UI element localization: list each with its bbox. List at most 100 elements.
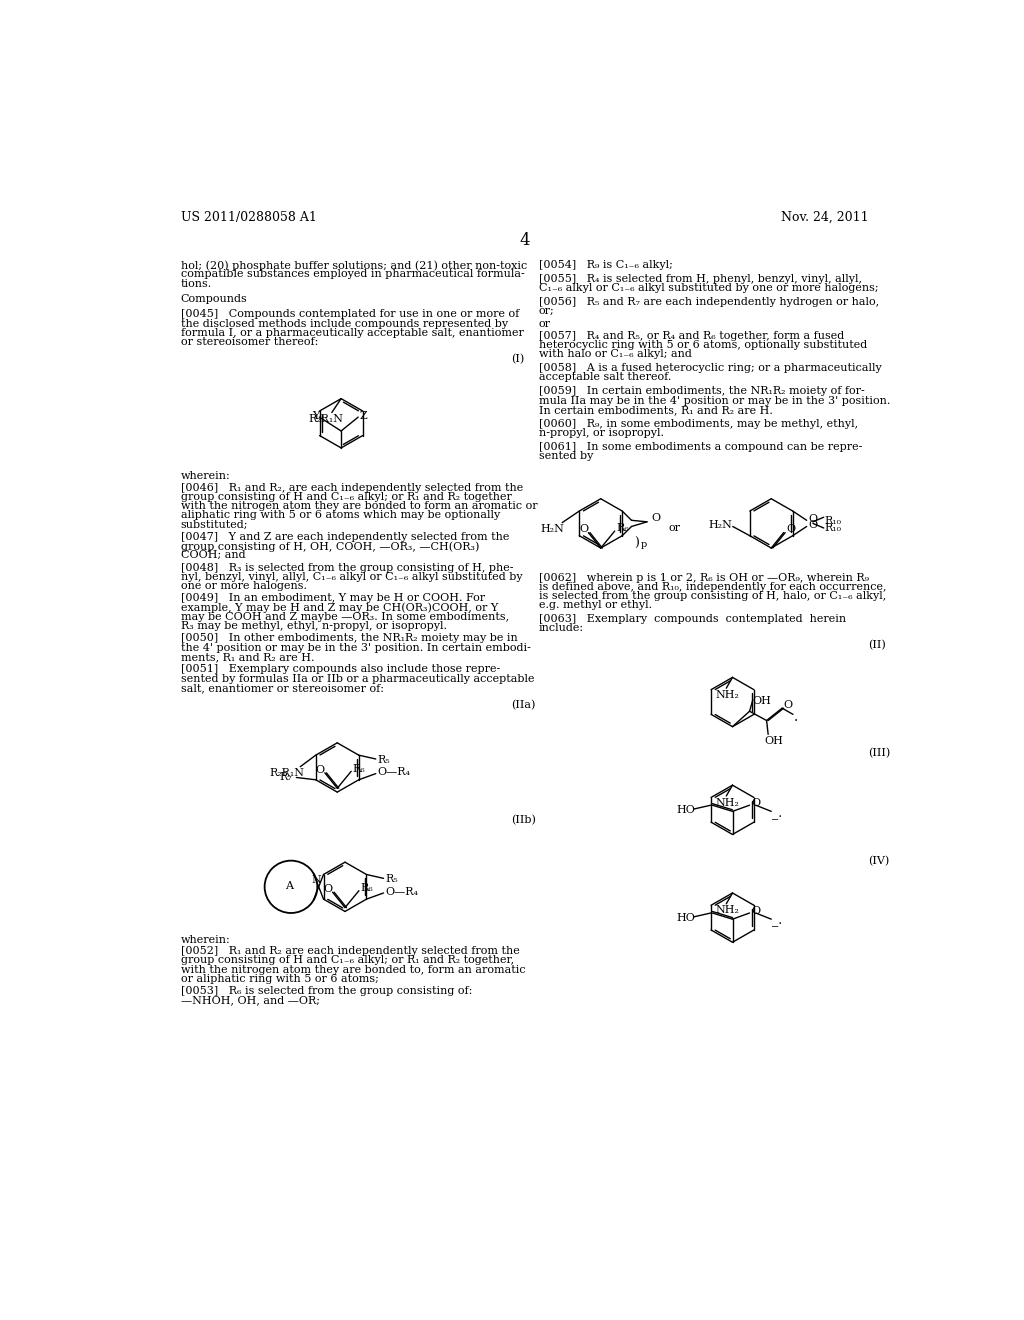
Text: —NHOH, OH, and —OR;: —NHOH, OH, and —OR;	[180, 995, 319, 1006]
Text: NH₂: NH₂	[716, 797, 739, 808]
Text: or stereoisomer thereof:: or stereoisomer thereof:	[180, 337, 318, 347]
Text: is defined above, and R₁₀, independently for each occurrence,: is defined above, and R₁₀, independently…	[539, 582, 886, 591]
Text: [0063]   Exemplary  compounds  contemplated  herein: [0063] Exemplary compounds contemplated …	[539, 614, 846, 624]
Text: O: O	[324, 884, 333, 894]
Text: R₅: R₅	[377, 755, 390, 766]
Text: [0046]   R₁ and R₂, are each independently selected from the: [0046] R₁ and R₂, are each independently…	[180, 483, 523, 492]
Text: _.: _.	[772, 915, 782, 928]
Text: _.: _.	[772, 807, 782, 820]
Text: aliphatic ring with 5 or 6 atoms which may be optionally: aliphatic ring with 5 or 6 atoms which m…	[180, 511, 500, 520]
Text: NH₂: NH₂	[716, 689, 739, 700]
Text: (IIa): (IIa)	[512, 700, 536, 710]
Text: compatible substances employed in pharmaceutical formula-: compatible substances employed in pharma…	[180, 269, 524, 280]
Text: is selected from the group consisting of H, halo, or C₁₋₆ alkyl,: is selected from the group consisting of…	[539, 591, 886, 601]
Text: .: .	[794, 710, 798, 725]
Text: wherein:: wherein:	[180, 935, 230, 945]
Text: n-propyl, or isopropyl.: n-propyl, or isopropyl.	[539, 428, 664, 438]
Text: H₂N: H₂N	[541, 524, 564, 535]
Text: C₁₋₆ alkyl or C₁₋₆ alkyl substituted by one or more halogens;: C₁₋₆ alkyl or C₁₋₆ alkyl substituted by …	[539, 284, 879, 293]
Text: or: or	[539, 318, 551, 329]
Text: [0057]   R₄ and R₅, or R₄ and R₆ together, form a fused: [0057] R₄ and R₅, or R₄ and R₆ together,…	[539, 331, 844, 341]
Text: OH: OH	[753, 696, 771, 706]
Text: O: O	[808, 520, 817, 529]
Text: [0049]   In an embodiment, Y may be H or COOH. For: [0049] In an embodiment, Y may be H or C…	[180, 594, 484, 603]
Text: HO: HO	[677, 805, 695, 816]
Text: group consisting of H and C₁₋₆ alkyl; or R₁ and R₂ together: group consisting of H and C₁₋₆ alkyl; or…	[180, 492, 512, 502]
Text: R₃ may be methyl, ethyl, n-propyl, or isopropyl.: R₃ may be methyl, ethyl, n-propyl, or is…	[180, 622, 446, 631]
Text: group consisting of H and C₁₋₆ alkyl; or R₁ and R₂ together,: group consisting of H and C₁₋₆ alkyl; or…	[180, 956, 514, 965]
Text: Compounds: Compounds	[180, 294, 248, 304]
Text: with the nitrogen atom they are bonded to form an aromatic or: with the nitrogen atom they are bonded t…	[180, 502, 538, 511]
Text: N: N	[311, 875, 322, 886]
Text: COOH; and: COOH; and	[180, 550, 246, 560]
Text: H₂N: H₂N	[708, 520, 732, 531]
Text: [0051]   Exemplary compounds also include those repre-: [0051] Exemplary compounds also include …	[180, 664, 500, 675]
Text: ): )	[635, 537, 640, 550]
Text: O: O	[651, 512, 660, 523]
Text: with halo or C₁₋₆ alkyl; and: with halo or C₁₋₆ alkyl; and	[539, 350, 691, 359]
Text: [0055]   R₄ is selected from H, phenyl, benzyl, vinyl, allyl,: [0055] R₄ is selected from H, phenyl, be…	[539, 275, 862, 284]
Text: nyl, benzyl, vinyl, allyl, C₁₋₆ alkyl or C₁₋₆ alkyl substituted by: nyl, benzyl, vinyl, allyl, C₁₋₆ alkyl or…	[180, 572, 522, 582]
Text: [0060]   R₉, in some embodiments, may be methyl, ethyl,: [0060] R₉, in some embodiments, may be m…	[539, 418, 858, 429]
Text: wherein:: wherein:	[180, 471, 230, 480]
Text: (I): (I)	[512, 354, 525, 364]
Text: Y: Y	[312, 411, 319, 421]
Text: R₁₀: R₁₀	[824, 516, 842, 527]
Text: O—R₄: O—R₄	[385, 887, 418, 896]
Text: [0053]   R₆ is selected from the group consisting of:: [0053] R₆ is selected from the group con…	[180, 986, 472, 997]
Text: [0062]   wherein p is 1 or 2, R₆ is OH or —OR₉, wherein R₉: [0062] wherein p is 1 or 2, R₆ is OH or …	[539, 573, 868, 582]
Text: p: p	[641, 540, 647, 549]
Text: [0050]   In other embodiments, the NR₁R₂ moiety may be in: [0050] In other embodiments, the NR₁R₂ m…	[180, 634, 517, 643]
Text: with the nitrogen atom they are bonded to, form an aromatic: with the nitrogen atom they are bonded t…	[180, 965, 525, 974]
Text: e.g. methyl or ethyl.: e.g. methyl or ethyl.	[539, 601, 652, 610]
Text: HO: HO	[677, 913, 695, 923]
Text: or: or	[669, 524, 681, 533]
Text: ments, R₁ and R₂ are H.: ments, R₁ and R₂ are H.	[180, 652, 314, 661]
Text: or;: or;	[539, 306, 555, 317]
Text: O: O	[783, 701, 793, 710]
Text: may be COOH and Z maybe —OR₃. In some embodiments,: may be COOH and Z maybe —OR₃. In some em…	[180, 612, 509, 622]
Text: R₂R₁N: R₂R₁N	[269, 768, 304, 779]
Text: [0059]   In certain embodiments, the NR₁R₂ moiety of for-: [0059] In certain embodiments, the NR₁R₂…	[539, 387, 864, 396]
Text: O: O	[315, 766, 325, 775]
Text: OH: OH	[764, 737, 783, 746]
Text: R₅: R₅	[385, 874, 397, 884]
Text: formula I, or a pharmaceutically acceptable salt, enantiomer: formula I, or a pharmaceutically accepta…	[180, 327, 523, 338]
Text: O: O	[751, 906, 760, 916]
Text: (II): (II)	[868, 640, 886, 651]
Text: 4: 4	[519, 231, 530, 248]
Text: group consisting of H, OH, COOH, —OR₃, —CH(OR₃): group consisting of H, OH, COOH, —OR₃, —…	[180, 541, 479, 552]
Text: mula IIa may be in the 4' position or may be in the 3' position.: mula IIa may be in the 4' position or ma…	[539, 396, 890, 405]
Text: Z: Z	[359, 411, 368, 421]
Text: [0052]   R₁ and R₂ are each independently selected from the: [0052] R₁ and R₂ are each independently …	[180, 946, 519, 956]
Text: O: O	[786, 524, 796, 535]
Text: one or more halogens.: one or more halogens.	[180, 581, 307, 591]
Text: heterocyclic ring with 5 or 6 atoms, optionally substituted: heterocyclic ring with 5 or 6 atoms, opt…	[539, 341, 867, 350]
Text: R₆: R₆	[360, 883, 374, 892]
Text: [0045]   Compounds contemplated for use in one or more of: [0045] Compounds contemplated for use in…	[180, 309, 519, 319]
Text: tions.: tions.	[180, 279, 212, 289]
Text: acceptable salt thereof.: acceptable salt thereof.	[539, 372, 671, 383]
Text: [0061]   In some embodiments a compound can be repre-: [0061] In some embodiments a compound ca…	[539, 442, 862, 451]
Text: NH₂: NH₂	[716, 906, 739, 915]
Text: [0054]   R₉ is C₁₋₆ alkyl;: [0054] R₉ is C₁₋₆ alkyl;	[539, 260, 673, 271]
Text: In certain embodiments, R₁ and R₂ are H.: In certain embodiments, R₁ and R₂ are H.	[539, 405, 773, 414]
Text: A: A	[286, 882, 294, 891]
Text: sented by formulas IIa or IIb or a pharmaceutically acceptable: sented by formulas IIa or IIb or a pharm…	[180, 673, 535, 684]
Text: R₇: R₇	[280, 772, 292, 781]
Text: R₆: R₆	[352, 763, 366, 774]
Text: O: O	[579, 524, 588, 535]
Text: R₆: R₆	[616, 524, 629, 533]
Text: substituted;: substituted;	[180, 520, 248, 529]
Text: [0047]   Y and Z are each independently selected from the: [0047] Y and Z are each independently se…	[180, 532, 509, 541]
Text: salt, enantiomer or stereoisomer of:: salt, enantiomer or stereoisomer of:	[180, 682, 384, 693]
Text: US 2011/0288058 A1: US 2011/0288058 A1	[180, 211, 316, 224]
Text: [0048]   R₃ is selected from the group consisting of H, phe-: [0048] R₃ is selected from the group con…	[180, 562, 513, 573]
Text: R₁₀: R₁₀	[824, 524, 842, 533]
Text: or aliphatic ring with 5 or 6 atoms;: or aliphatic ring with 5 or 6 atoms;	[180, 974, 379, 983]
Text: O—R₄: O—R₄	[377, 767, 411, 777]
Text: sented by: sented by	[539, 451, 593, 461]
Text: [0058]   A is a fused heterocyclic ring; or a pharmaceutically: [0058] A is a fused heterocyclic ring; o…	[539, 363, 882, 374]
Text: Nov. 24, 2011: Nov. 24, 2011	[781, 211, 869, 224]
Text: [0056]   R₅ and R₇ are each independently hydrogen or halo,: [0056] R₅ and R₇ are each independently …	[539, 297, 879, 308]
